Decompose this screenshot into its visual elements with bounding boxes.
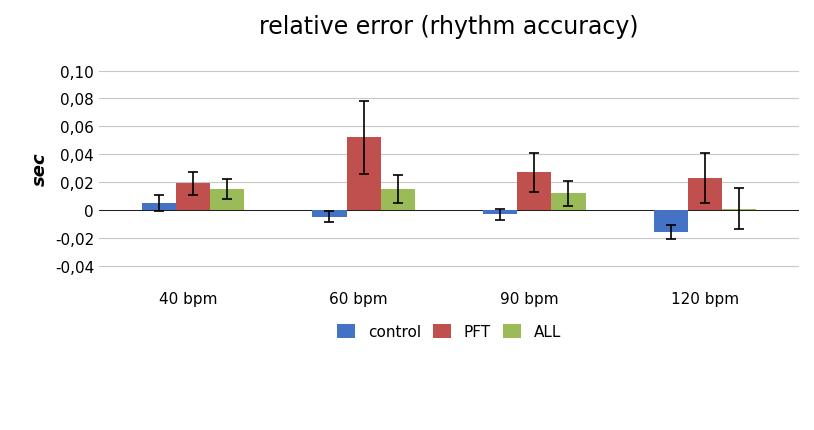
Title: relative error (rhythm accuracy): relative error (rhythm accuracy): [259, 15, 639, 39]
Bar: [381, 190, 415, 210]
Bar: [210, 190, 244, 210]
Bar: [142, 203, 176, 210]
Bar: [517, 173, 551, 210]
Legend: control, PFT, ALL: control, PFT, ALL: [331, 318, 567, 346]
Bar: [313, 210, 347, 218]
Bar: [654, 210, 688, 233]
Bar: [551, 194, 585, 210]
Bar: [484, 210, 517, 215]
Bar: [176, 184, 210, 210]
Y-axis label: sec: sec: [31, 152, 50, 185]
Bar: [688, 178, 722, 210]
Bar: [722, 209, 756, 210]
Bar: [347, 138, 381, 210]
